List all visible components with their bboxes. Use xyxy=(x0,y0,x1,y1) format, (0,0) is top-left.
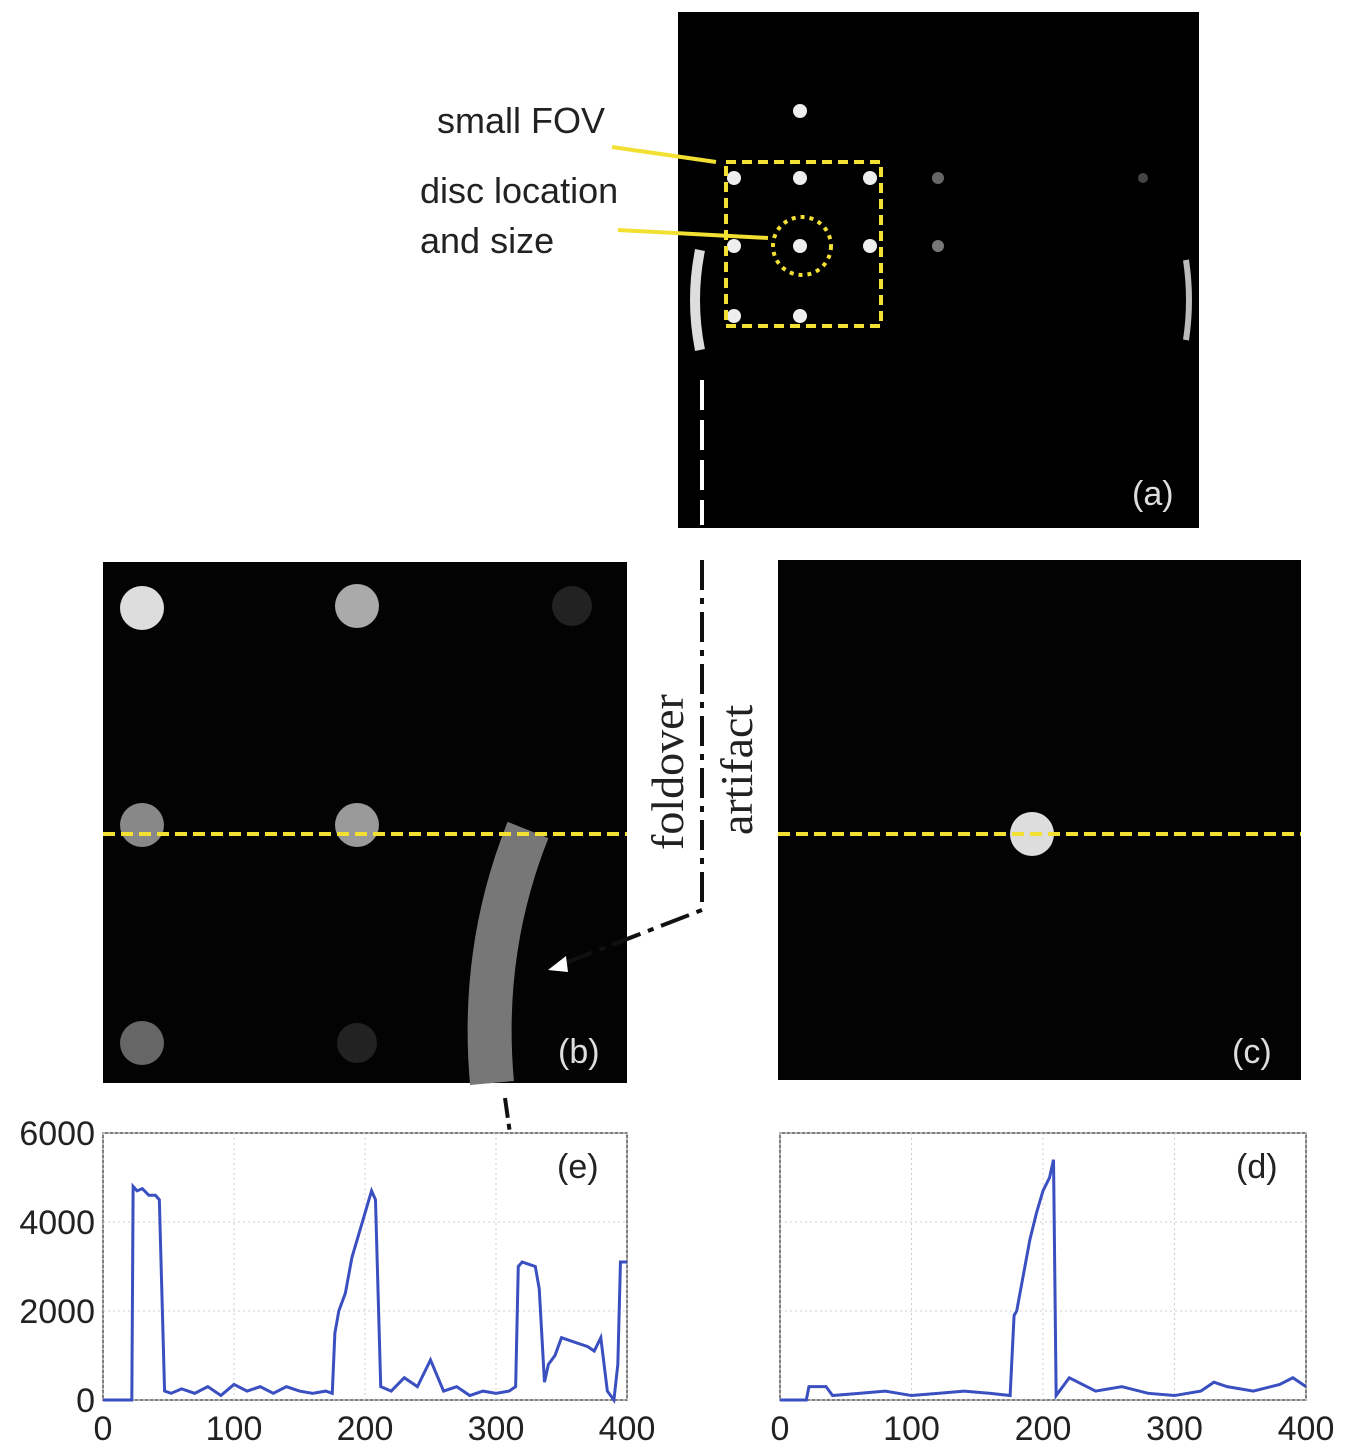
x-tick-label: 400 xyxy=(599,1410,656,1448)
plot-area xyxy=(779,1132,1307,1401)
x-tick-label: 0 xyxy=(94,1410,113,1448)
data-line xyxy=(780,1159,1307,1402)
panel-label: (a) xyxy=(1132,475,1174,513)
artifact-edge xyxy=(690,249,705,351)
x-tick-label: 400 xyxy=(1278,1410,1335,1448)
x-tick-label: 300 xyxy=(468,1410,525,1448)
x-tick-label: 100 xyxy=(883,1410,940,1448)
discs-b xyxy=(120,584,592,1065)
panel-label: (b) xyxy=(558,1033,600,1071)
x-tick-label: 300 xyxy=(1146,1410,1203,1448)
x-tick-label: 200 xyxy=(1015,1410,1072,1448)
plot-area xyxy=(102,1132,628,1401)
y-tick-label: 6000 xyxy=(19,1115,95,1153)
data-line xyxy=(103,1182,627,1404)
annotation: disc location xyxy=(420,170,618,211)
arrow xyxy=(617,228,769,240)
y-tick-label: 0 xyxy=(76,1382,95,1420)
panel-label: (d) xyxy=(1236,1148,1278,1186)
image-a xyxy=(678,12,1199,528)
annotation: foldover xyxy=(642,694,693,850)
discs-a xyxy=(727,104,1148,323)
dash-arrow xyxy=(559,560,704,967)
y-tick-label: 4000 xyxy=(19,1204,95,1242)
annotation: artifact xyxy=(711,705,762,835)
annotation: small FOV xyxy=(437,100,605,141)
panel-label: (e) xyxy=(557,1148,599,1186)
x-tick-label: 0 xyxy=(771,1410,790,1448)
arrow xyxy=(611,145,717,164)
arrow-head xyxy=(548,956,568,972)
x-tick-label: 200 xyxy=(337,1410,394,1448)
artifact-edge xyxy=(1183,259,1192,341)
annotation: and size xyxy=(420,220,554,261)
disc-circle xyxy=(771,215,833,277)
y-tick-label: 2000 xyxy=(19,1293,95,1331)
x-tick-label: 100 xyxy=(206,1410,263,1448)
panel-label: (c) xyxy=(1232,1033,1272,1071)
foldover-arc xyxy=(467,821,549,1085)
